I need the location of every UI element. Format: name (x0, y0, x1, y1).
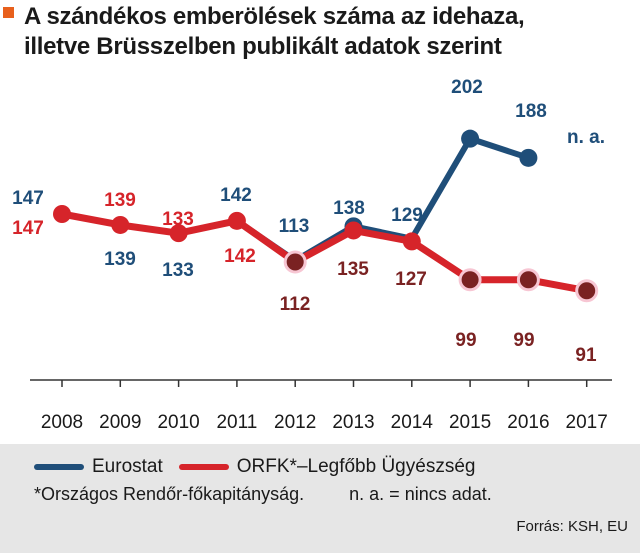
point-orfk-2009 (111, 215, 130, 234)
point-eurostat-2016 (519, 148, 538, 167)
x-tick-label-2017: 2017 (566, 412, 608, 433)
x-tick-label-2009: 2009 (99, 412, 141, 433)
label-eurostat-2014: 129 (391, 205, 423, 226)
notes: *Országos Rendőr-főkapitányság. n. a. = … (34, 484, 492, 505)
series-line-orfk (58, 210, 591, 295)
label-eurostat-2010: 133 (162, 260, 194, 281)
footnote-orfk: *Országos Rendőr-főkapitányság. (34, 484, 305, 504)
label-eurostat-2015: 202 (451, 77, 483, 98)
x-tick-label-2015: 2015 (449, 412, 491, 433)
label-orfk-2017: 91 (575, 345, 597, 366)
source: Forrás: KSH, EU (516, 518, 628, 535)
label-orfk-2013: 135 (337, 259, 369, 280)
footnote-na: n. a. = nincs adat. (349, 484, 492, 504)
label-eurostat-2012: 113 (279, 216, 310, 237)
legend-label-eurostat: Eurostat (92, 456, 163, 477)
point-orfk-2016 (516, 268, 540, 292)
x-tick-label-2014: 2014 (391, 412, 434, 433)
point-orfk-2010 (169, 224, 188, 243)
x-tick-label-2008: 2008 (41, 412, 83, 433)
point-orfk-2013 (344, 221, 363, 240)
legend-swatch-orfk (178, 464, 229, 470)
point-orfk-2015 (458, 268, 482, 292)
x-tick-label-2012: 2012 (274, 412, 316, 433)
x-tick-label-2013: 2013 (332, 412, 374, 433)
x-tick-label-2011: 2011 (216, 412, 257, 433)
label-eurostat-2017-na: n. a. (567, 127, 605, 148)
label-eurostat-2016: 188 (515, 101, 547, 122)
label-orfk-2009: 139 (104, 190, 136, 211)
label-orfk-2011: 142 (224, 246, 256, 267)
chart-title: A szándékos emberölések száma az idehaza… (24, 2, 634, 62)
point-orfk-2008 (53, 205, 71, 223)
label-orfk-2015: 99 (455, 330, 476, 351)
legend-swatch-eurostat (34, 464, 84, 470)
title-line-1: A szándékos emberölések száma az idehaza… (24, 3, 525, 30)
label-orfk-2008: 147 (12, 218, 44, 239)
label-orfk-2014: 127 (395, 269, 427, 290)
label-orfk-2012: 112 (280, 294, 311, 315)
label-orfk-2010: 133 (162, 209, 194, 230)
label-eurostat-2009: 139 (104, 249, 136, 270)
title-marker (3, 7, 14, 18)
label-orfk-2016: 99 (513, 330, 534, 351)
chart-footer: Eurostat ORFK*–Legfőbb Ügyészség *Ország… (0, 444, 640, 553)
point-orfk-2017 (575, 279, 599, 303)
point-orfk-2011 (227, 211, 246, 230)
point-orfk-2014 (402, 232, 421, 251)
label-eurostat-2013: 138 (333, 198, 365, 219)
legend-item-orfk: ORFK*–Legfőbb Ügyészség (178, 456, 476, 478)
legend: Eurostat ORFK*–Legfőbb Ügyészség (34, 454, 491, 480)
legend-item-eurostat: Eurostat (34, 456, 163, 478)
label-eurostat-2011: 142 (220, 185, 252, 206)
x-tick-label-2016: 2016 (507, 412, 549, 433)
label-eurostat-2008: 147 (12, 188, 44, 209)
x-tick-label-2010: 2010 (157, 412, 199, 433)
point-orfk-2012 (283, 250, 307, 274)
legend-label-orfk: ORFK*–Legfőbb Ügyészség (236, 456, 476, 477)
point-eurostat-2015 (461, 129, 480, 148)
title-line-2: illetve Brüsszelben publikált adatok sze… (24, 33, 502, 60)
line-chart: 2008 2009 2010 2011 2012 2013 2014 2015 2016 2017… (12, 77, 612, 433)
